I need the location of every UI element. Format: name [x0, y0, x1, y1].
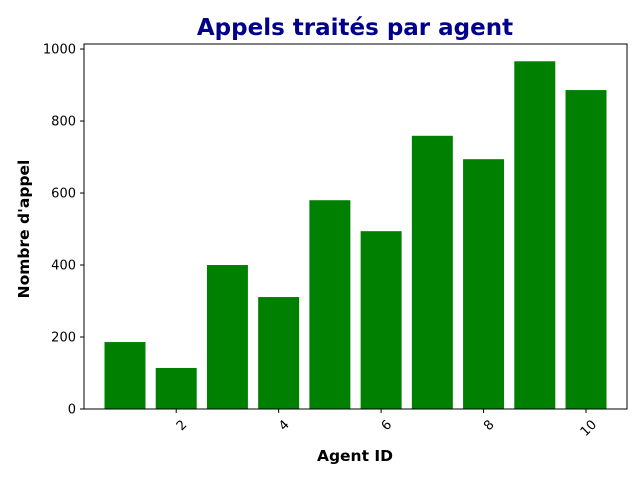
y-tick-label: 200	[51, 331, 76, 346]
chart-title: Appels traités par agent	[197, 15, 513, 41]
bar-agent-1	[104, 342, 146, 409]
x-axis-label: Agent ID	[317, 447, 393, 465]
bar-agent-3	[206, 265, 248, 409]
x-tick-label: 10	[578, 417, 600, 439]
y-tick-label: 0	[68, 403, 76, 418]
y-tick-label: 800	[51, 115, 76, 130]
bar-agent-5	[309, 200, 351, 409]
x-tick-label: 8	[481, 417, 497, 433]
bar-agent-10	[565, 90, 607, 409]
bar-agent-2	[155, 367, 197, 409]
x-ticks-group: 2 4 6 8 10	[174, 409, 600, 440]
x-tick-label: 4	[276, 417, 292, 433]
bar-agent-4	[258, 297, 300, 409]
bar-agent-6	[360, 231, 402, 409]
y-ticks-group: 0 200 400 600 800 1000	[43, 43, 84, 418]
y-axis-label: Nombre d'appel	[15, 160, 33, 299]
y-tick-label: 600	[51, 187, 76, 202]
bars-group	[104, 61, 607, 409]
bar-agent-8	[463, 159, 505, 409]
x-tick-label: 6	[379, 417, 395, 433]
plot-frame	[83, 43, 628, 410]
x-tick-label: 2	[174, 417, 190, 433]
y-tick-label: 1000	[43, 43, 76, 58]
bar-agent-7	[411, 135, 453, 409]
bar-agent-9	[514, 61, 556, 409]
y-tick-label: 400	[51, 259, 76, 274]
